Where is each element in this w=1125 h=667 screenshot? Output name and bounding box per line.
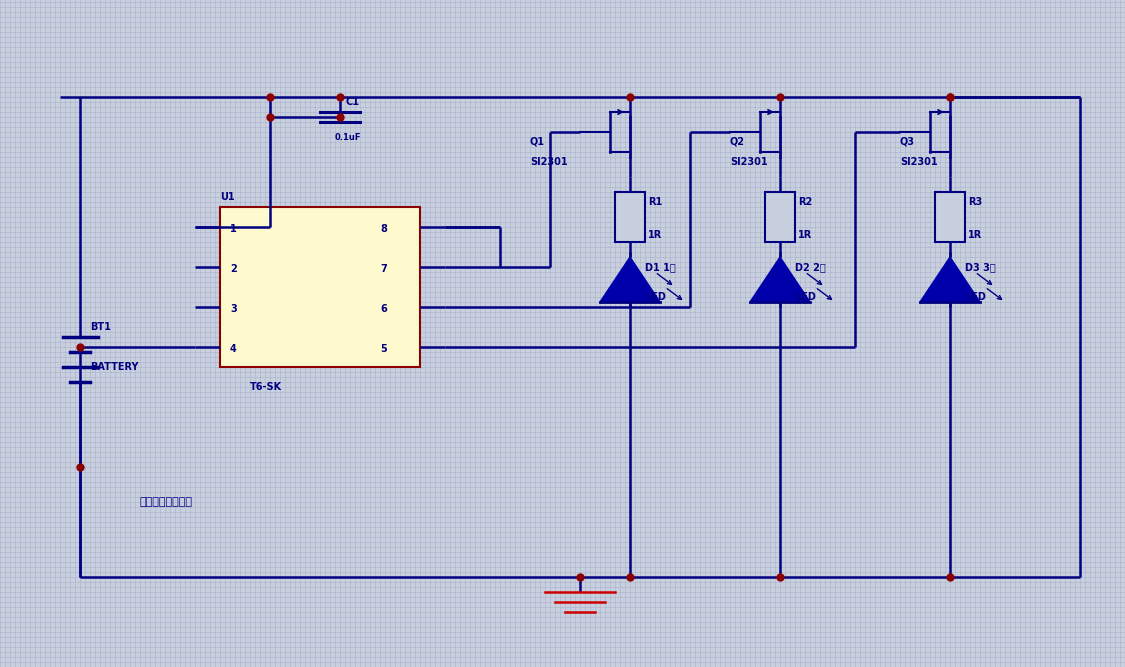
Text: T6-SK: T6-SK (250, 382, 282, 392)
Text: D2 2路: D2 2路 (795, 262, 826, 272)
Text: LED: LED (795, 292, 816, 302)
Bar (220, 207, 420, 367)
Text: SI2301: SI2301 (530, 157, 568, 167)
Text: D1 1路: D1 1路 (645, 262, 676, 272)
Text: Q1: Q1 (530, 137, 544, 147)
Text: Q3: Q3 (900, 137, 915, 147)
Text: R3: R3 (968, 197, 982, 207)
Text: 4: 4 (229, 344, 236, 354)
Polygon shape (600, 257, 660, 302)
Bar (615, 192, 645, 242)
Text: LED: LED (965, 292, 986, 302)
Text: 6: 6 (380, 304, 387, 314)
Text: D3 3路: D3 3路 (965, 262, 996, 272)
Text: 1: 1 (229, 224, 236, 234)
Polygon shape (750, 257, 810, 302)
Text: LED: LED (645, 292, 666, 302)
Text: SI2301: SI2301 (900, 157, 937, 167)
Text: 2: 2 (229, 264, 236, 274)
Text: 0.1uF: 0.1uF (335, 133, 361, 142)
Text: 上电一种变换输出: 上电一种变换输出 (140, 497, 194, 507)
Polygon shape (920, 257, 980, 302)
Text: 8: 8 (380, 224, 387, 234)
Bar (935, 192, 965, 242)
Text: R2: R2 (798, 197, 812, 207)
Text: 7: 7 (380, 264, 387, 274)
Text: BATTERY: BATTERY (90, 362, 138, 372)
Text: 3: 3 (229, 304, 236, 314)
Text: SI2301: SI2301 (730, 157, 767, 167)
Text: U1: U1 (220, 192, 235, 202)
Text: 1R: 1R (968, 230, 982, 240)
Text: C1: C1 (345, 97, 359, 107)
Bar (765, 192, 795, 242)
Text: 5: 5 (380, 344, 387, 354)
Text: Q2: Q2 (730, 137, 745, 147)
Text: 1R: 1R (648, 230, 663, 240)
Text: BT1: BT1 (90, 322, 111, 332)
Text: 1R: 1R (798, 230, 812, 240)
Text: R1: R1 (648, 197, 663, 207)
